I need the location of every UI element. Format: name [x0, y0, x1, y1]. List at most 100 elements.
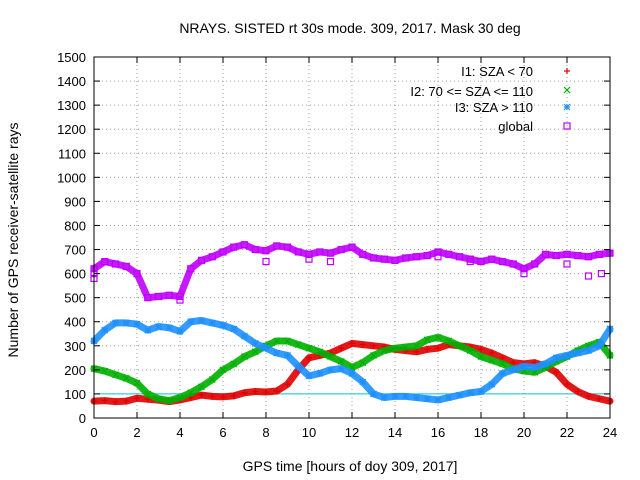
data-point-global: [434, 248, 442, 256]
data-point-i3: [445, 394, 453, 401]
data-point-i3: [165, 324, 173, 332]
legend-label-i3: I3: SZA > 110: [455, 100, 533, 115]
x-tick-label: 24: [603, 425, 617, 440]
data-point-i3: [198, 317, 205, 324]
series-global: [90, 241, 614, 302]
data-point-global: [316, 248, 324, 256]
data-point-i1: [553, 369, 560, 376]
data-point-global: [154, 292, 163, 301]
data-point-i1: [263, 389, 269, 396]
data-point-i3: [434, 396, 442, 404]
data-point-global: [412, 253, 421, 261]
data-point-i2: [144, 390, 152, 398]
data-point-i2: [198, 383, 205, 391]
data-point-i1: [596, 395, 603, 402]
data-point-global: [208, 253, 216, 261]
data-point-i3: [262, 344, 270, 352]
data-point-i2: [294, 341, 302, 349]
y-tick-label: 1400: [57, 74, 86, 89]
data-point-i3: [133, 320, 141, 328]
x-tick-label: 14: [388, 425, 402, 440]
data-point-global: [305, 250, 313, 258]
y-tick-label: 600: [64, 267, 86, 282]
data-point-global: [584, 253, 593, 261]
data-point-i1: [134, 395, 140, 402]
outlier-point-global: [563, 260, 571, 268]
data-point-global: [230, 243, 238, 251]
data-point-i3: [305, 372, 313, 380]
data-point-global: [359, 250, 367, 258]
data-point-i3: [251, 339, 259, 347]
data-point-global: [197, 256, 206, 264]
data-point-i2: [208, 376, 216, 383]
data-point-i3: [542, 360, 549, 368]
data-point-global: [122, 262, 130, 270]
data-point-i3: [144, 326, 152, 334]
data-point-i3: [595, 342, 603, 350]
data-point-global: [477, 257, 485, 266]
data-point-i1: [123, 398, 130, 405]
data-point-i3: [359, 378, 367, 386]
data-point-i3: [477, 388, 485, 395]
data-point-i1: [574, 388, 581, 395]
y-tick-label: 200: [64, 363, 86, 378]
series-i3: [90, 317, 614, 404]
data-point-i2: [413, 342, 420, 350]
x-tick-label: 10: [302, 425, 316, 440]
data-point-i3: [187, 318, 195, 326]
data-point-global: [520, 265, 528, 273]
data-point-i1: [564, 381, 570, 388]
data-point-i1: [241, 389, 248, 396]
data-point-i1: [209, 393, 216, 400]
data-point-global: [455, 253, 464, 261]
data-point-i2: [434, 333, 442, 341]
data-point-i3: [219, 321, 227, 329]
data-point-global: [187, 265, 195, 273]
y-tick-label: 1300: [57, 98, 86, 113]
outlier-point-global: [262, 257, 270, 266]
data-point-i2: [241, 353, 248, 361]
outlier-point-global: [434, 253, 442, 261]
chart-title: NRAYS. SISTED rt 30s mode. 309, 2017. Ma…: [179, 20, 520, 36]
data-point-i3: [370, 390, 377, 398]
x-tick-label: 22: [560, 425, 574, 440]
legend-marker-global: [563, 122, 571, 130]
data-point-i3: [155, 323, 162, 330]
data-point-global: [380, 255, 388, 263]
data-point-i3: [552, 354, 560, 362]
x-tick-label: 20: [517, 425, 531, 440]
series-band-global: [90, 241, 614, 302]
data-point-i3: [563, 352, 571, 359]
data-point-global: [595, 250, 603, 258]
data-point-i2: [445, 337, 453, 345]
data-point-global: [176, 292, 184, 301]
data-point-global: [133, 270, 141, 278]
y-axis-label: Number of GPS receiver-satellite rays: [5, 123, 21, 358]
data-point-global: [423, 251, 431, 260]
data-point-i1: [273, 388, 280, 395]
data-point-global: [165, 291, 173, 299]
data-point-i2: [101, 367, 109, 375]
grid: [94, 57, 610, 418]
data-point-i1: [349, 340, 355, 347]
data-point-i3: [208, 319, 216, 327]
data-point-i1: [499, 354, 506, 361]
y-tick-label: 400: [64, 315, 86, 330]
data-point-i2: [380, 347, 388, 355]
data-point-i1: [478, 346, 484, 353]
data-point-i2: [187, 389, 195, 397]
data-point-i3: [423, 395, 431, 403]
data-point-global: [574, 251, 582, 260]
data-point-i2: [488, 356, 496, 364]
y-tick-label: 700: [64, 243, 86, 258]
data-point-i2: [112, 371, 119, 379]
data-point-i3: [413, 394, 420, 401]
data-point-i3: [176, 327, 184, 335]
data-point-global: [369, 254, 378, 262]
data-point-i3: [348, 370, 356, 377]
data-point-i2: [466, 347, 474, 355]
data-point-i2: [284, 337, 291, 345]
legend-label-global: global: [498, 119, 533, 134]
legend-label-i2: I2: 70 <= SZA <= 110: [410, 84, 533, 99]
